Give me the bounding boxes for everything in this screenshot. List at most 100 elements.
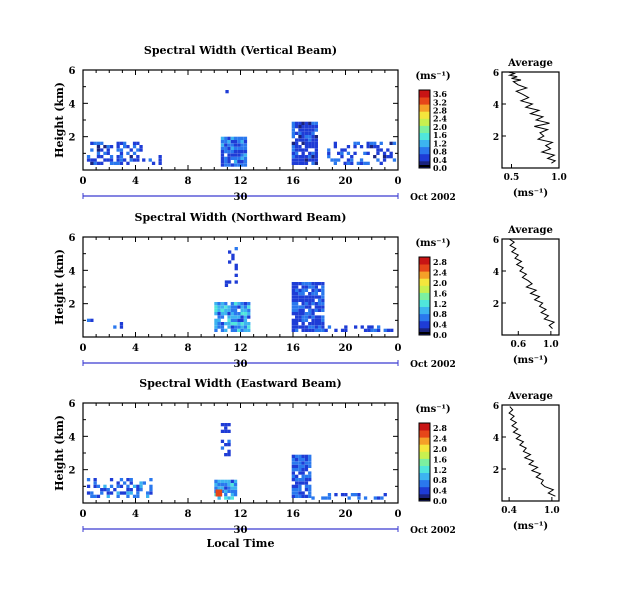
heatmap-cell (295, 328, 299, 332)
heatmap-cell (301, 471, 305, 475)
heatmap-cell (291, 135, 295, 139)
heatmap-cell (217, 302, 221, 306)
heatmap-cell (119, 484, 124, 488)
colorbar-segment (419, 493, 430, 502)
heatmap-cell (237, 318, 241, 322)
x-tick-label: 16 (286, 509, 300, 520)
heatmap-cell (373, 155, 377, 159)
heatmap-cell (224, 160, 228, 164)
heatmap-cell (356, 141, 360, 145)
heatmap-cell (136, 155, 140, 159)
heatmap-cell (230, 305, 234, 309)
heatmap-cell (291, 494, 295, 498)
heatmap-cell (295, 302, 299, 306)
heatmap-cell (298, 131, 302, 135)
colorbar-tick-label: 1.6 (433, 288, 447, 298)
heatmap-cell (304, 461, 309, 465)
heatmap-cell (314, 302, 318, 306)
average-y-tick-label: 2 (493, 133, 499, 143)
heatmap-cell (367, 325, 371, 329)
heatmap-cell (333, 141, 337, 145)
heatmap-cell (304, 458, 309, 462)
colorbar-tick-label: 0.4 (433, 155, 447, 165)
heatmap-cell (308, 135, 312, 139)
heatmap-cell (217, 318, 221, 322)
heatmap-cell (304, 145, 309, 149)
heatmap-cell (311, 295, 315, 299)
heatmap-cell (224, 453, 228, 457)
colorbar-tick-label: 1.2 (433, 138, 447, 148)
colorbar-tick-label: 3.6 (433, 89, 447, 99)
heatmap-cell (220, 146, 225, 150)
heatmap-cell (314, 295, 318, 299)
heatmap-cell (295, 461, 299, 465)
heatmap-cell (366, 161, 370, 165)
heatmap-cell (126, 145, 130, 149)
heatmap-cell (301, 298, 305, 302)
heatmap-cell (314, 282, 318, 286)
heatmap-cell (230, 140, 234, 144)
heatmap-cell (227, 496, 231, 500)
heatmap-cell (230, 153, 234, 157)
average-y-tick-label: 2 (493, 466, 499, 476)
heatmap-cell (240, 163, 244, 167)
heatmap-cell (224, 483, 228, 487)
heatmap-cell (343, 148, 347, 152)
heatmap-cell (304, 478, 309, 482)
heatmap-cell (304, 285, 309, 289)
heatmap-cell (217, 312, 221, 316)
heatmap-cell (298, 135, 302, 139)
heatmap-cell (224, 150, 228, 154)
heatmap-cell (240, 160, 244, 164)
heatmap-cell (386, 148, 390, 152)
heatmap-cell (243, 153, 248, 157)
heatmap-cell (295, 121, 299, 125)
heatmap-cell (314, 315, 318, 319)
heatmap-cell (116, 158, 120, 162)
heatmap-cell (230, 143, 234, 147)
average-x-tick-label: 1.0 (544, 506, 560, 516)
heatmap-cell (230, 479, 234, 483)
heatmap-cell (240, 150, 244, 154)
heatmap-cell (301, 292, 305, 296)
heatmap-cell (109, 155, 114, 159)
heatmap-cell (224, 163, 228, 167)
colorbar-segment (419, 451, 430, 459)
heatmap-cell (247, 312, 251, 316)
heatmap-cell (311, 128, 315, 132)
colorbar-tick-label: 1.2 (433, 299, 447, 309)
heatmap-cell (308, 328, 312, 332)
heatmap-cell (311, 318, 315, 322)
y-tick-label: 4 (69, 266, 76, 277)
heatmap-cell (298, 454, 302, 458)
colorbar-tick-label: 0.4 (433, 486, 447, 496)
heatmap-cell (301, 128, 305, 132)
heatmap-cell (317, 282, 322, 286)
heatmap-cell (311, 151, 315, 155)
heatmap-cell (389, 141, 393, 145)
date-tick-label: 30 (234, 525, 248, 536)
heatmap-cell (291, 302, 295, 306)
heatmap-cell (136, 491, 140, 495)
heatmap-cell (379, 161, 383, 165)
colorbar-tick-label: 2.8 (433, 257, 447, 267)
heatmap-cell (113, 325, 117, 329)
heatmap-cell (311, 131, 315, 135)
heatmap-cell (90, 491, 94, 495)
heatmap-cell (227, 443, 231, 447)
heatmap-cell (243, 150, 248, 154)
heatmap-cell (230, 150, 234, 154)
heatmap-cell (308, 491, 312, 495)
average-y-tick-label: 4 (493, 268, 499, 278)
average-title: Average (507, 225, 553, 236)
colorbar-segment (419, 320, 430, 329)
heatmap-cell (234, 273, 238, 277)
heatmap-cell (86, 478, 91, 482)
heatmap-cell (148, 158, 152, 162)
heatmap-cell (301, 285, 305, 289)
colorbar-segment (419, 104, 430, 112)
heatmap-cell (304, 464, 309, 468)
heatmap-cell (314, 318, 318, 322)
heatmap-cell (224, 146, 228, 150)
heatmap-cell (220, 308, 225, 312)
